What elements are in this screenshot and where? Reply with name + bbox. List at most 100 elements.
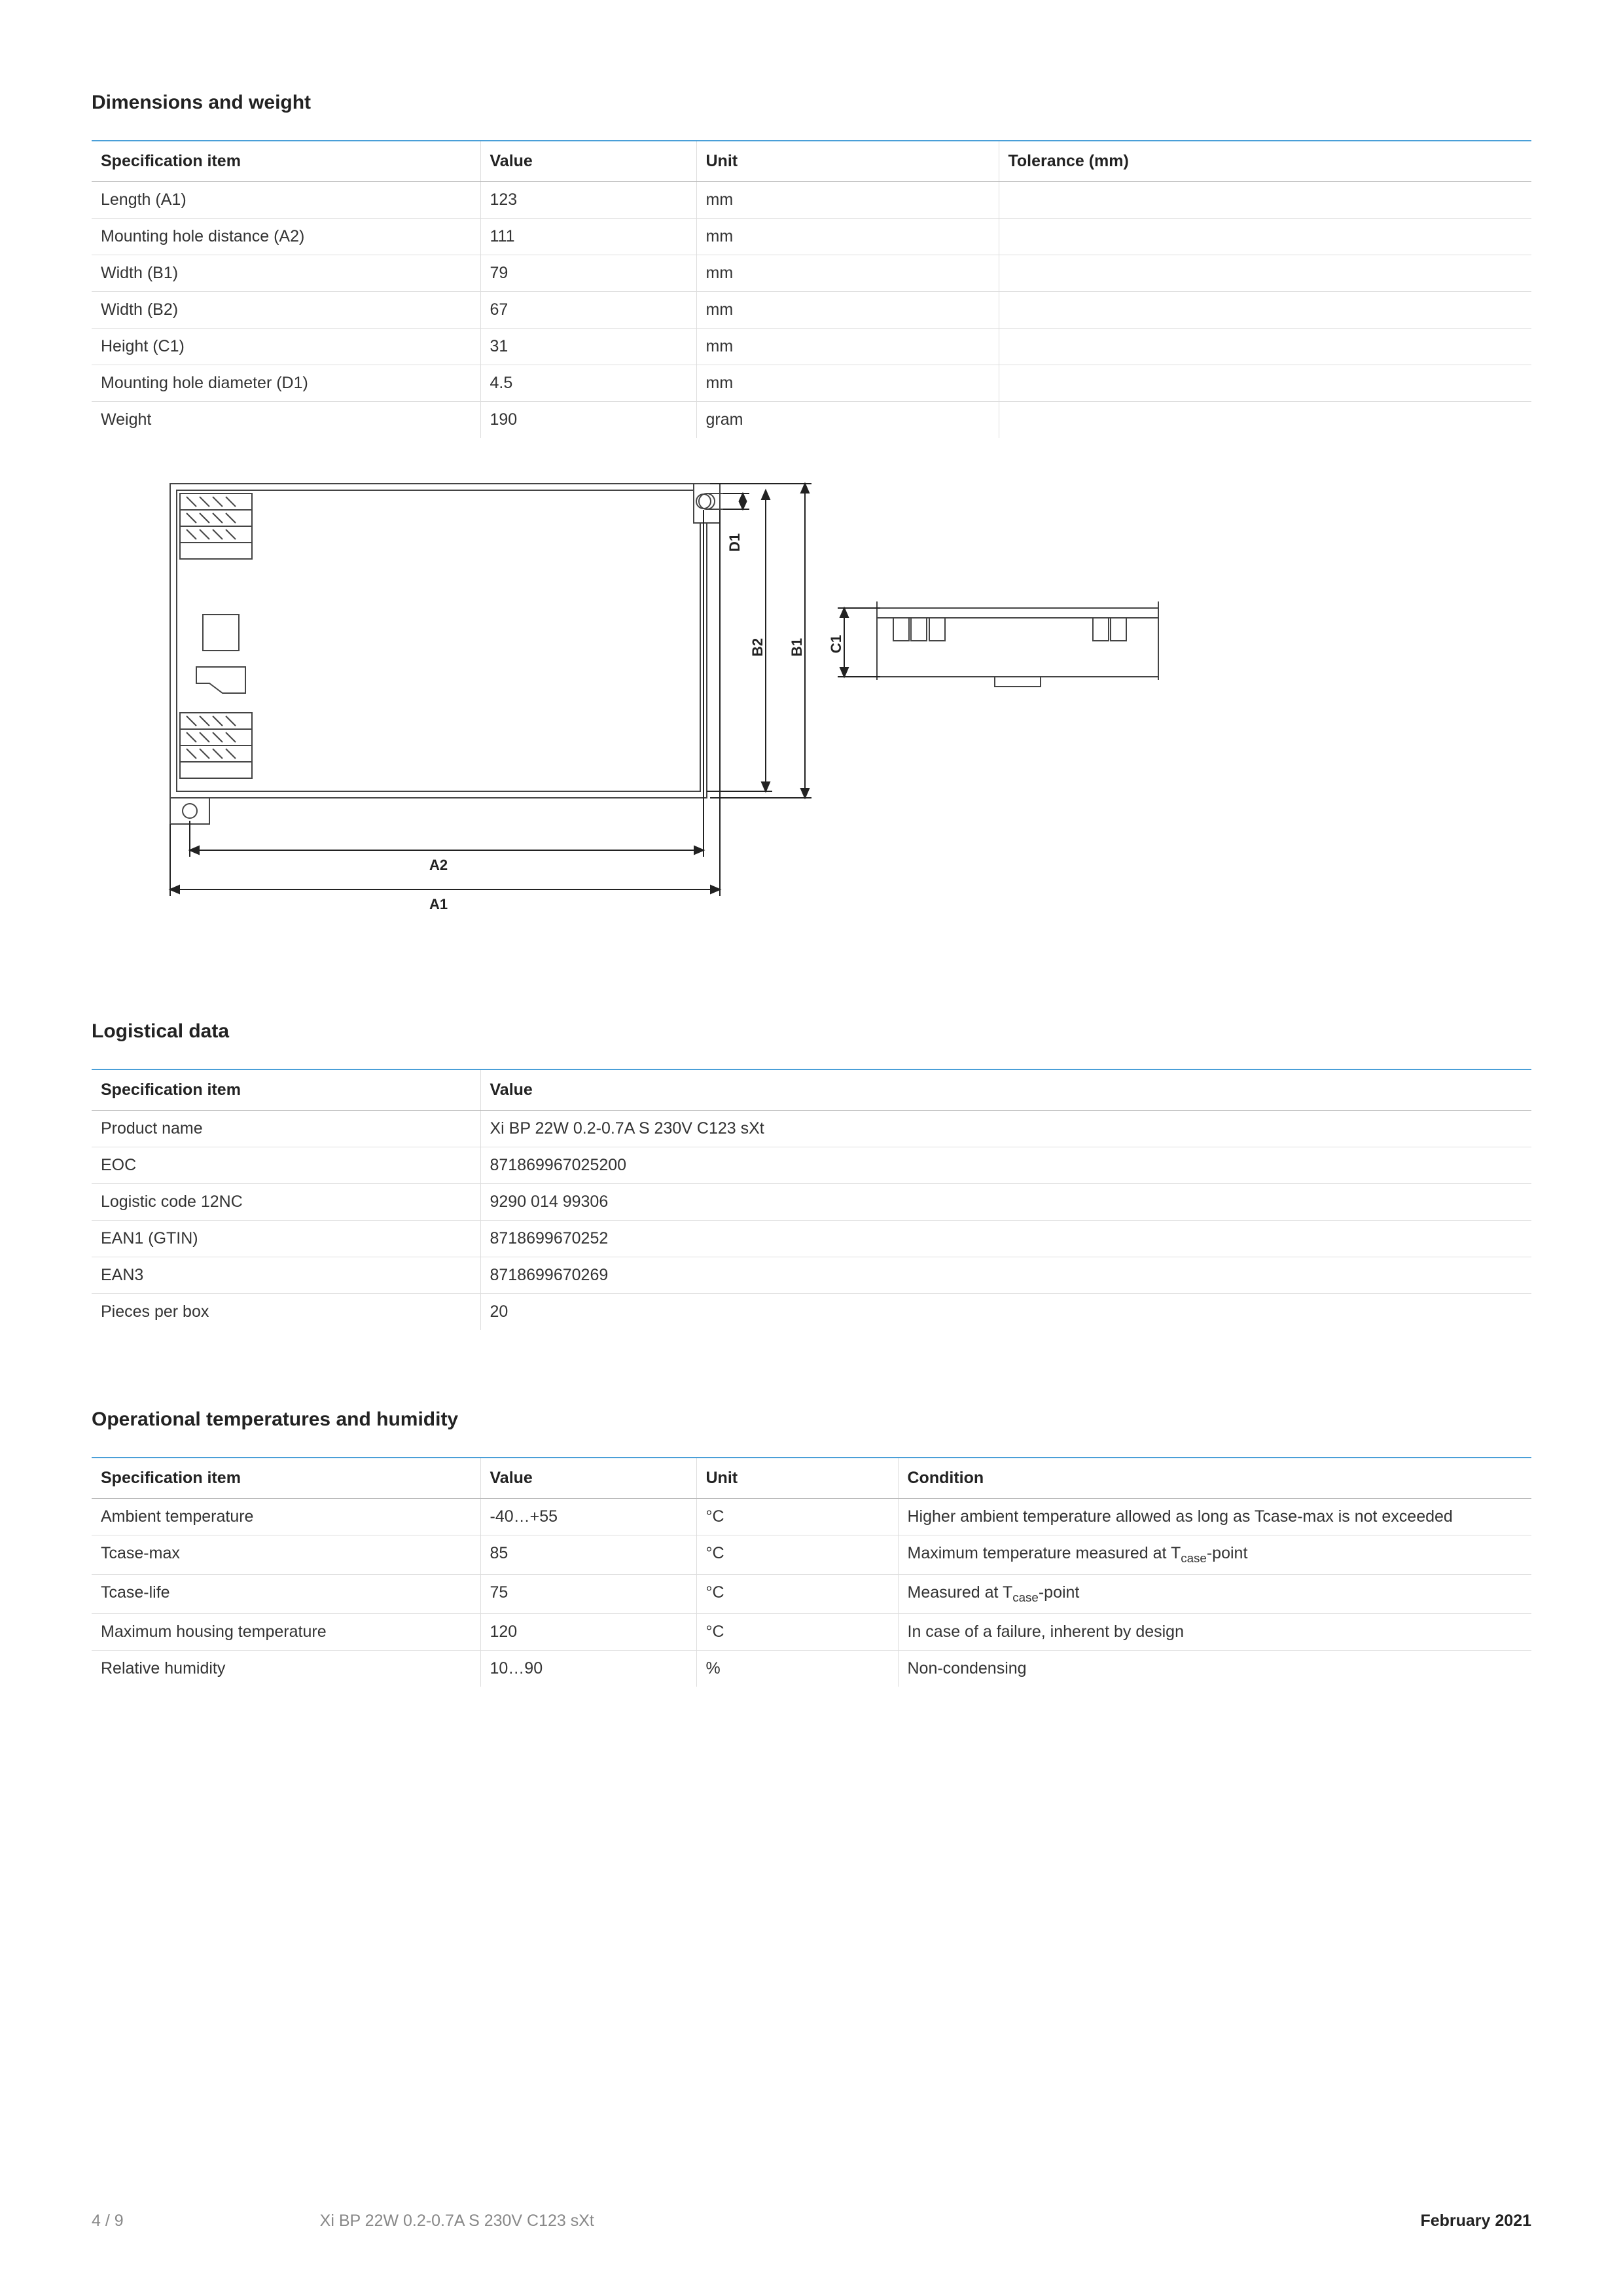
table-row: Height (C1)31mm [92,329,1531,365]
table-cell: mm [696,182,999,219]
diagram-svg: A1 A2 B1 B2 D1 C1 [157,471,1270,929]
table-cell: 85 [480,1535,696,1575]
table-row: Weight190gram [92,402,1531,439]
label-b1: B1 [789,638,805,656]
operational-table: Specification itemValueUnitConditionAmbi… [92,1457,1531,1687]
table-cell: mm [696,219,999,255]
table-cell: EOC [92,1147,480,1184]
table-cell [999,365,1531,402]
section-title-operational: Operational temperatures and humidity [92,1408,1531,1431]
table-cell: In case of a failure, inherent by design [898,1614,1531,1651]
dimensions-table: Specification itemValueUnitTolerance (mm… [92,140,1531,438]
table-cell: Pieces per box [92,1294,480,1331]
table-cell: Tcase-max [92,1535,480,1575]
label-a2: A2 [429,857,448,873]
table-cell: Xi BP 22W 0.2-0.7A S 230V C123 sXt [480,1111,1531,1147]
footer-page: 4 / 9 [92,2212,124,2231]
table-row: Width (B2)67mm [92,292,1531,329]
column-header: Condition [898,1458,1531,1499]
table-cell: 20 [480,1294,1531,1331]
table-cell: 67 [480,292,696,329]
table-cell: Ambient temperature [92,1499,480,1535]
column-header: Specification item [92,141,480,182]
table-cell [999,219,1531,255]
table-cell: Maximum housing temperature [92,1614,480,1651]
page-footer: 4 / 9 Xi BP 22W 0.2-0.7A S 230V C123 sXt… [92,2212,1531,2231]
table-cell: mm [696,329,999,365]
logistical-table: Specification itemValueProduct nameXi BP… [92,1069,1531,1330]
table-cell: Length (A1) [92,182,480,219]
table-row: Tcase-max85°CMaximum temperature measure… [92,1535,1531,1575]
table-cell: 190 [480,402,696,439]
table-cell [999,402,1531,439]
table-cell: Width (B1) [92,255,480,292]
table-cell: 9290 014 99306 [480,1184,1531,1221]
table-cell: Higher ambient temperature allowed as lo… [898,1499,1531,1535]
table-row: Pieces per box20 [92,1294,1531,1331]
section-title-dimensions: Dimensions and weight [92,92,1531,114]
column-header: Tolerance (mm) [999,141,1531,182]
table-cell: 871869967025200 [480,1147,1531,1184]
table-cell: °C [696,1614,898,1651]
table-cell: Product name [92,1111,480,1147]
footer-date: February 2021 [1420,2212,1531,2231]
table-cell: Mounting hole distance (A2) [92,219,480,255]
column-header: Specification item [92,1458,480,1499]
footer-product: Xi BP 22W 0.2-0.7A S 230V C123 sXt [294,2212,1421,2231]
column-header: Value [480,1458,696,1499]
table-cell: °C [696,1535,898,1575]
label-a1: A1 [429,896,448,912]
table-cell: mm [696,255,999,292]
column-header: Value [480,1069,1531,1111]
table-cell: 8718699670269 [480,1257,1531,1294]
column-header: Unit [696,1458,898,1499]
table-row: Tcase-life75°CMeasured at Tcase-point [92,1575,1531,1614]
table-cell: Measured at Tcase-point [898,1575,1531,1614]
section-logistical: Logistical data Specification itemValueP… [92,1020,1531,1330]
table-cell: EAN3 [92,1257,480,1294]
table-row: Maximum housing temperature120°CIn case … [92,1614,1531,1651]
table-cell [999,255,1531,292]
table-row: EOC871869967025200 [92,1147,1531,1184]
table-cell: EAN1 (GTIN) [92,1221,480,1257]
table-cell: Width (B2) [92,292,480,329]
table-row: Length (A1)123mm [92,182,1531,219]
table-cell: 111 [480,219,696,255]
table-cell: 10…90 [480,1651,696,1687]
table-cell: Maximum temperature measured at Tcase-po… [898,1535,1531,1575]
label-b2: B2 [749,638,766,656]
table-cell: -40…+55 [480,1499,696,1535]
table-row: EAN1 (GTIN)8718699670252 [92,1221,1531,1257]
column-header: Specification item [92,1069,480,1111]
table-cell: Non-condensing [898,1651,1531,1687]
table-cell [999,292,1531,329]
table-cell: mm [696,365,999,402]
column-header: Value [480,141,696,182]
table-cell: Relative humidity [92,1651,480,1687]
table-cell: 4.5 [480,365,696,402]
label-c1: C1 [828,635,844,653]
table-cell: Height (C1) [92,329,480,365]
table-cell: 79 [480,255,696,292]
table-cell: Weight [92,402,480,439]
table-cell: 31 [480,329,696,365]
table-row: EAN38718699670269 [92,1257,1531,1294]
table-cell: Logistic code 12NC [92,1184,480,1221]
table-cell: °C [696,1575,898,1614]
technical-diagram: A1 A2 B1 B2 D1 C1 [157,471,1531,929]
table-cell: gram [696,402,999,439]
table-row: Logistic code 12NC9290 014 99306 [92,1184,1531,1221]
table-cell: °C [696,1499,898,1535]
label-d1: D1 [726,533,743,552]
table-cell: 8718699670252 [480,1221,1531,1257]
table-row: Width (B1)79mm [92,255,1531,292]
table-cell [999,329,1531,365]
table-cell: mm [696,292,999,329]
table-row: Ambient temperature-40…+55°CHigher ambie… [92,1499,1531,1535]
column-header: Unit [696,141,999,182]
section-operational: Operational temperatures and humidity Sp… [92,1408,1531,1687]
section-dimensions: Dimensions and weight Specification item… [92,92,1531,438]
table-cell: % [696,1651,898,1687]
table-row: Relative humidity10…90%Non-condensing [92,1651,1531,1687]
table-cell [999,182,1531,219]
